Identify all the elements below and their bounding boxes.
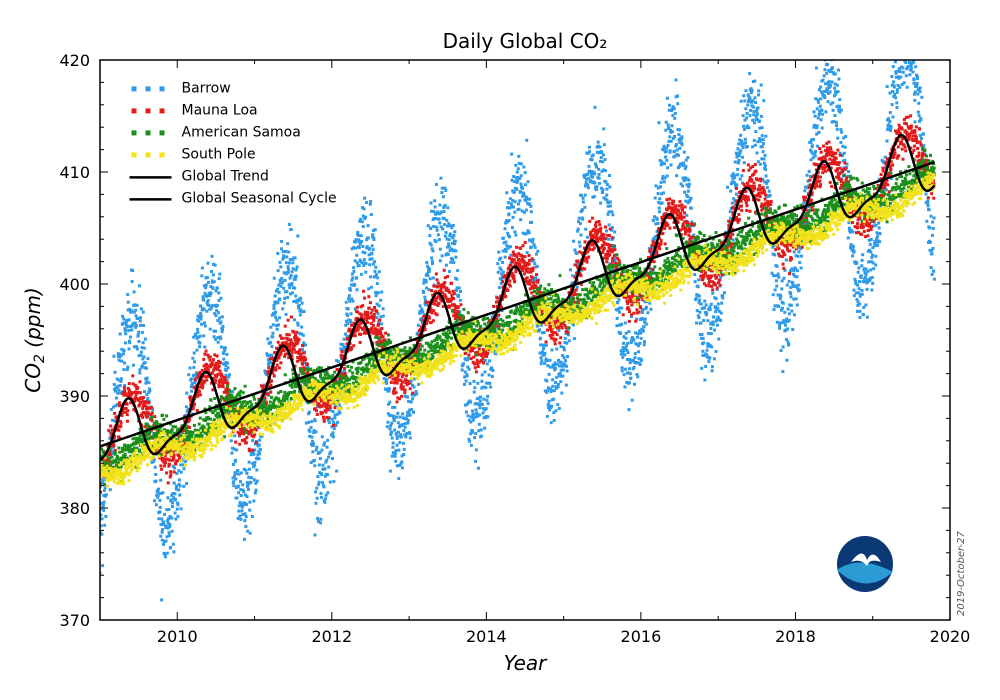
generation-date: 2019-October-27 [956,530,967,616]
chart-svg: 2010201220142016201820203703803904004104… [0,0,1000,700]
co2-chart: 2010201220142016201820203703803904004104… [0,0,1000,700]
chart-title: Daily Global CO₂ [443,29,608,53]
y-axis-label: CO2 (ppm) [21,287,48,392]
noaa-logo-icon [837,536,893,592]
x-axis-label: Year [504,651,549,675]
